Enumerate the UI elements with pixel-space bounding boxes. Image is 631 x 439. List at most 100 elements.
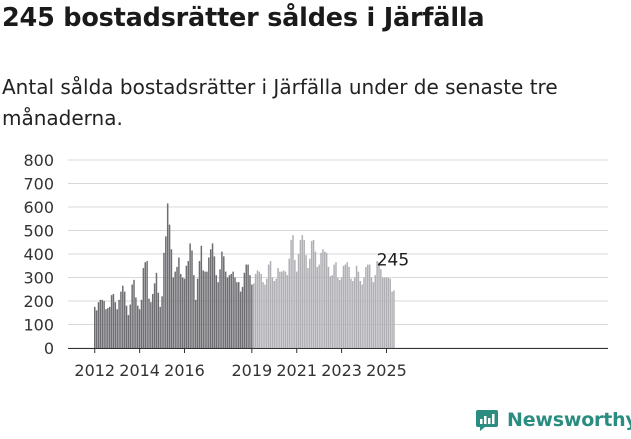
bar	[299, 239, 302, 348]
bar	[301, 235, 304, 348]
bar	[170, 249, 173, 348]
bar	[243, 272, 246, 348]
bar	[327, 266, 330, 348]
bar	[211, 243, 214, 348]
bar	[219, 269, 221, 348]
bar	[309, 258, 311, 348]
bar	[346, 262, 348, 348]
bar	[151, 293, 154, 348]
bar	[273, 281, 276, 348]
bar	[125, 305, 128, 348]
bar	[254, 273, 257, 348]
bar	[352, 281, 354, 348]
bar	[368, 264, 371, 348]
bar	[129, 304, 132, 348]
bar	[342, 265, 345, 348]
chart-title: 245 bostadsrätter såldes i Järfälla	[2, 3, 485, 33]
bar	[252, 283, 255, 349]
bar	[200, 245, 203, 348]
bar	[359, 281, 362, 348]
bar	[193, 275, 195, 348]
bar	[376, 261, 378, 348]
bar	[148, 298, 150, 348]
bar	[350, 278, 352, 348]
y-tick-label: 0	[44, 339, 54, 358]
y-tick-label: 400	[23, 245, 54, 264]
bar	[142, 268, 145, 348]
bar	[348, 266, 350, 348]
bar	[236, 282, 238, 348]
bar	[116, 309, 118, 348]
bar	[185, 265, 188, 348]
bar	[288, 258, 290, 348]
bar	[137, 305, 139, 348]
bar	[389, 278, 391, 348]
bar	[277, 268, 279, 348]
bar	[127, 315, 130, 348]
bar	[344, 264, 347, 348]
bar	[267, 264, 270, 348]
bar	[153, 283, 156, 349]
bar	[266, 278, 268, 348]
bar	[103, 301, 105, 348]
brand-name: Newsworthy	[507, 409, 631, 431]
bar	[361, 284, 363, 348]
bar	[163, 252, 165, 348]
y-tick-label: 600	[23, 198, 54, 217]
bar	[307, 268, 309, 348]
bar	[279, 271, 281, 349]
bar	[381, 277, 384, 348]
bar	[123, 291, 126, 348]
annotation-label: 245	[377, 250, 409, 270]
bar	[194, 299, 197, 348]
bar	[256, 270, 259, 348]
bar	[380, 269, 382, 348]
bar	[99, 299, 102, 348]
bar	[320, 252, 322, 348]
bar	[262, 282, 264, 348]
y-tick-label: 700	[23, 175, 54, 194]
bar	[168, 224, 171, 349]
bar	[226, 277, 229, 348]
bar	[107, 308, 109, 348]
bar	[391, 291, 393, 348]
bar	[138, 309, 141, 348]
bar	[314, 251, 317, 348]
bar	[161, 296, 163, 348]
bar	[239, 291, 242, 348]
x-tick-label: 2016	[164, 361, 205, 380]
bar	[370, 277, 373, 348]
bar	[292, 235, 294, 348]
bar	[97, 302, 100, 348]
bar	[297, 254, 300, 348]
bar	[183, 278, 186, 348]
annotation: 245	[377, 250, 409, 270]
bar	[120, 291, 122, 348]
bar	[144, 262, 146, 348]
bar	[264, 284, 266, 348]
bar	[329, 276, 332, 348]
bar	[393, 290, 395, 348]
bar	[94, 306, 96, 349]
bar-series	[94, 203, 395, 349]
bar	[178, 257, 180, 348]
bar	[271, 277, 274, 348]
bar	[165, 236, 167, 349]
bar	[234, 277, 236, 348]
bar	[275, 278, 277, 348]
bar	[378, 262, 380, 348]
bar	[230, 273, 233, 348]
bar	[101, 299, 103, 348]
bar	[224, 271, 227, 349]
bar	[228, 275, 231, 348]
y-axis-ticks: 0 100 200 300 400 500 600 700 800	[23, 151, 54, 358]
bar	[241, 286, 244, 348]
bar	[150, 302, 152, 348]
bar	[176, 266, 178, 348]
bar	[202, 270, 204, 348]
bar	[114, 302, 117, 348]
bar	[209, 249, 212, 348]
y-tick-label: 100	[23, 316, 54, 335]
bar	[338, 279, 341, 348]
bar	[383, 277, 386, 348]
